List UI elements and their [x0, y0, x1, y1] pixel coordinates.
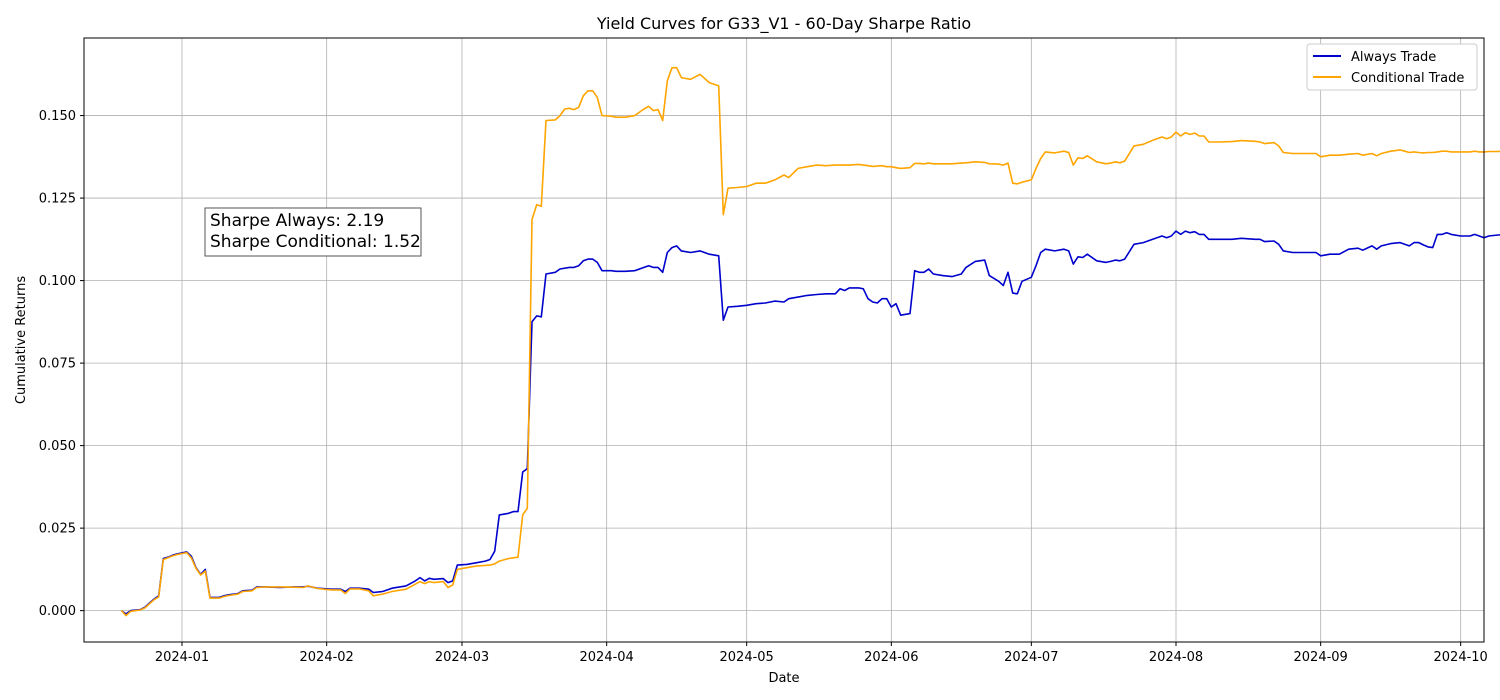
series-layer	[120, 66, 1500, 617]
chart-title: Yield Curves for G33_V1 - 60-Day Sharpe …	[596, 14, 971, 34]
legend-label-always: Always Trade	[1351, 50, 1436, 65]
plot-frame	[83, 37, 1485, 643]
y-tick-label: 0.025	[39, 522, 76, 537]
legend-frame	[1306, 43, 1478, 91]
y-tick-label: 0.000	[39, 604, 76, 619]
y-tick-label: 0.100	[39, 274, 76, 289]
y-axis: 0.000 0.025 0.050 0.075 0.100 0.125 0.150	[39, 109, 84, 619]
series-line-always-trade	[120, 230, 1500, 615]
x-tick-label: 2024-05	[720, 650, 774, 665]
grid-lines	[84, 38, 1484, 642]
x-axis-title: Date	[768, 671, 799, 686]
x-tick-label: 2024-01	[155, 650, 209, 665]
annotation-line-1: Sharpe Always: 2.19	[210, 211, 384, 231]
annotation-frame	[204, 207, 422, 257]
x-axis: 2024-01 2024-02 2024-03 2024-04 2024-05 2024-…	[155, 642, 1488, 665]
x-tick-label: 2024-08	[1149, 650, 1203, 665]
annotation-box: Sharpe Always: 2.19 Sharpe Conditional: …	[204, 207, 422, 257]
plot-area	[84, 38, 1484, 642]
x-tick-label: 2024-04	[580, 650, 634, 665]
series-line-conditional-trade	[120, 66, 1500, 617]
x-tick-label: 2024-07	[1004, 650, 1058, 665]
x-tick-label: 2024-09	[1294, 650, 1348, 665]
x-tick-label: 2024-06	[864, 650, 918, 665]
x-tick-label: 2024-02	[300, 650, 354, 665]
y-tick-label: 0.050	[39, 439, 76, 454]
legend-label-conditional: Conditional Trade	[1351, 71, 1464, 86]
y-tick-label: 0.125	[39, 192, 76, 207]
legend: Always Trade Conditional Trade	[1306, 43, 1478, 91]
annotation-line-2: Sharpe Conditional: 1.52	[210, 232, 421, 252]
y-tick-label: 0.075	[39, 357, 76, 372]
x-tick-label: 2024-10	[1434, 650, 1488, 665]
y-axis-title: Cumulative Returns	[14, 276, 29, 404]
y-tick-label: 0.150	[39, 109, 76, 124]
x-tick-label: 2024-03	[435, 650, 489, 665]
